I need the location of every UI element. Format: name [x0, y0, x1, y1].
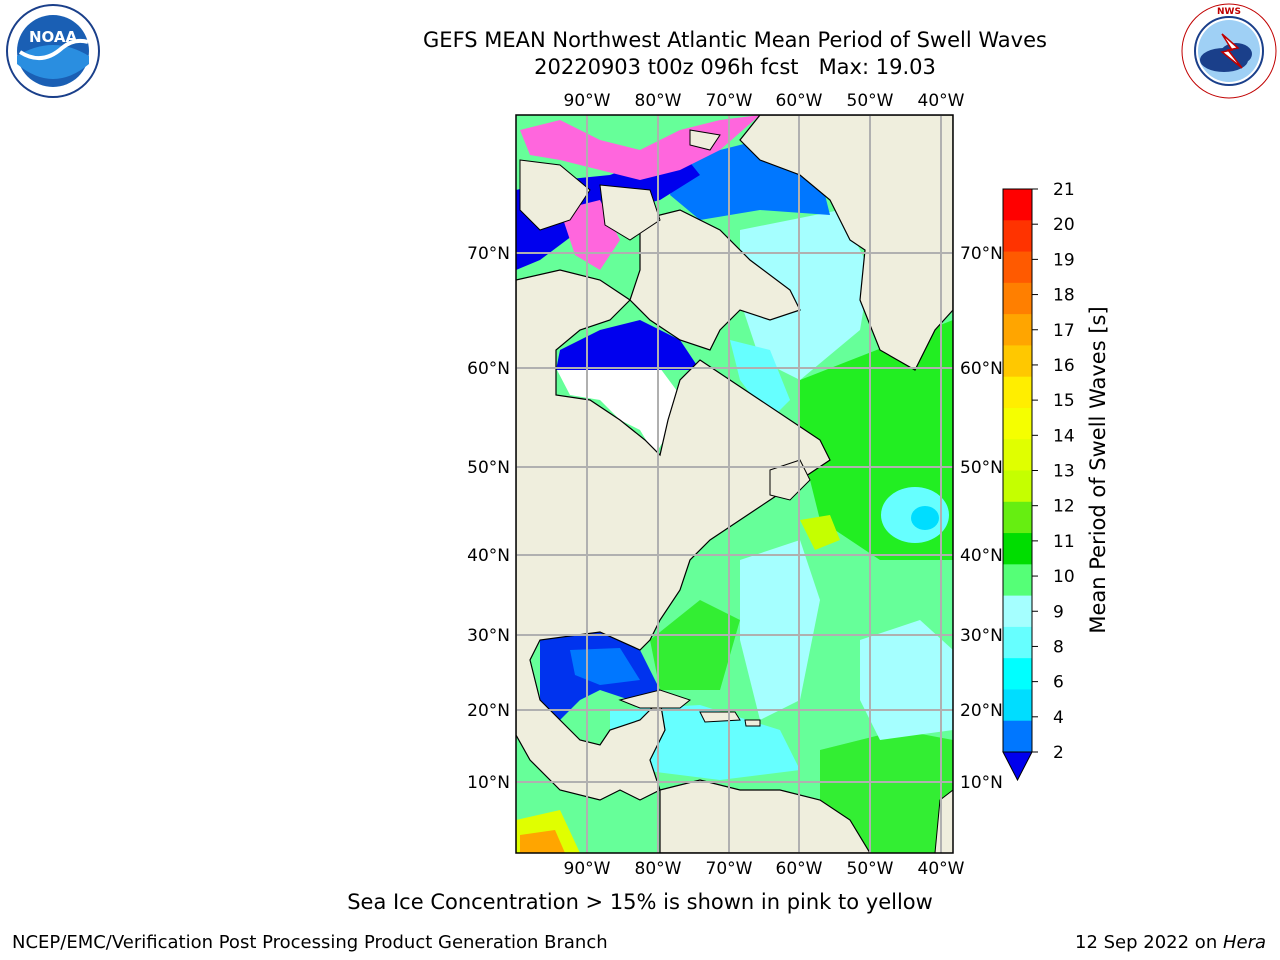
sea-ice-note: Sea Ice Concentration > 15% is shown in … [347, 890, 933, 914]
lon-label-top: 60°W [776, 91, 823, 111]
colorbar-tick-label: 20 [1053, 215, 1075, 235]
lon-label-bottom: 70°W [706, 859, 753, 879]
lat-label-right: 30°N [960, 626, 1003, 646]
ocean-field-blue-low [911, 506, 939, 530]
lon-label-top: 40°W [918, 91, 965, 111]
colorbar-segment [1003, 501, 1032, 534]
chart-title: GEFS MEAN Northwest Atlantic Mean Period… [423, 28, 1047, 52]
lat-label-left: 60°N [467, 359, 510, 379]
colorbar-segment [1003, 345, 1032, 378]
colorbar [1002, 188, 1033, 782]
footer-credit: NCEP/EMC/Verification Post Processing Pr… [12, 932, 608, 953]
colorbar-tick-label: 10 [1053, 567, 1075, 587]
land-north-america [516, 269, 831, 801]
lon-label-bottom: 90°W [564, 859, 611, 879]
colorbar-tick-label: 21 [1053, 180, 1075, 200]
colorbar-segment [1003, 314, 1032, 346]
colorbar-tick-label: 9 [1053, 602, 1064, 622]
lat-label-left: 70°N [467, 244, 510, 264]
ocean-field-cyan-east [860, 620, 953, 740]
colorbar-segment [1003, 689, 1032, 722]
colorbar-label: Mean Period of Swell Waves [s] [1086, 306, 1110, 634]
lon-label-bottom: 80°W [635, 859, 682, 879]
lon-label-top: 80°W [635, 91, 682, 111]
ocean-field-green-west [650, 600, 740, 690]
colorbar-segment [1003, 189, 1032, 221]
colorbar-segment [1003, 282, 1032, 315]
lat-labels-right: 70°N 60°N 50°N 40°N 30°N 20°N 10°N [960, 244, 1003, 793]
land-arctic-islands [519, 129, 721, 241]
lon-label-top: 70°W [706, 91, 753, 111]
colorbar-tick-label: 14 [1053, 426, 1075, 446]
colorbar-segment [1003, 407, 1032, 440]
hudson-bay-north [556, 320, 700, 370]
svg-text:NWS: NWS [1217, 7, 1241, 17]
land-africa [934, 789, 953, 853]
lat-label-right: 70°N [960, 244, 1003, 264]
colorbar-segment [1003, 533, 1032, 565]
colorbar-tick-label: 16 [1053, 356, 1075, 376]
lon-label-bottom: 40°W [918, 859, 965, 879]
colorbar-segment [1003, 720, 1032, 753]
colorbar-tick-label: 8 [1053, 637, 1064, 657]
nws-logo: NWS [1181, 3, 1277, 99]
lon-labels-top: 90°W 80°W 70°W 60°W 50°W 40°W [564, 91, 965, 111]
ocean-field-orange-sw [520, 830, 565, 853]
colorbar-segment [1003, 439, 1032, 471]
lon-label-top: 50°W [847, 91, 894, 111]
colorbar-tick-label: 11 [1053, 532, 1075, 552]
colorbar-tick-label: 6 [1053, 673, 1064, 693]
colorbar-tick-label: 19 [1053, 250, 1075, 270]
svg-text:NOAA: NOAA [29, 28, 78, 46]
lat-label-left: 10°N [467, 773, 510, 793]
colorbar-segment [1003, 626, 1032, 659]
colorbar-segment [1003, 470, 1032, 503]
lat-label-right: 50°N [960, 458, 1003, 478]
land-greenland [739, 115, 953, 371]
colorbar-tick-label: 12 [1053, 497, 1075, 517]
colorbar-tick-label: 13 [1053, 462, 1075, 482]
colorbar-tick-label: 18 [1053, 286, 1075, 306]
footer-date: 12 Sep 2022 on Hera [1075, 932, 1266, 953]
lon-label-top: 90°W [564, 91, 611, 111]
noaa-logo: NOAA [6, 4, 100, 98]
lat-labels-left: 70°N 60°N 50°N 40°N 30°N 20°N 10°N [467, 244, 510, 793]
land-south-america [659, 779, 871, 853]
colorbar-ticks: 21 20 19 18 17 16 15 14 13 12 11 10 9 8 6 4 2 [1032, 180, 1075, 763]
colorbar-tick-label: 4 [1053, 708, 1064, 728]
ocean-field-blue-labrador [730, 340, 790, 420]
colorbar-segment [1003, 376, 1032, 409]
lat-label-right: 20°N [960, 701, 1003, 721]
ocean-field-yellow-gulfstream [800, 515, 840, 550]
lon-label-bottom: 60°W [776, 859, 823, 879]
lat-label-left: 40°N [467, 546, 510, 566]
map-frame [515, 114, 954, 854]
colorbar-segment [1003, 658, 1032, 690]
footer-host: Hera [1222, 932, 1266, 953]
colorbar-segment [1003, 595, 1032, 628]
lat-label-left: 50°N [467, 458, 510, 478]
colorbar-segment [1003, 220, 1032, 253]
colorbar-segment [1003, 251, 1032, 284]
lat-label-right: 40°N [960, 546, 1003, 566]
lon-labels-bottom: 90°W 80°W 70°W 60°W 50°W 40°W [564, 859, 965, 879]
lat-label-left: 30°N [467, 626, 510, 646]
colorbar-segment [1003, 564, 1032, 597]
lat-label-right: 10°N [960, 773, 1003, 793]
lat-label-right: 60°N [960, 359, 1003, 379]
lat-label-left: 20°N [467, 701, 510, 721]
colorbar-tick-label: 2 [1053, 743, 1064, 763]
lon-label-bottom: 50°W [847, 859, 894, 879]
chart-subtitle: 20220903 t00z 096h fcst Max: 19.03 [534, 55, 936, 79]
map-panel [516, 115, 953, 853]
colorbar-extend-arrow [1002, 751, 1033, 782]
graticule [516, 115, 953, 853]
footer-date-text: 12 Sep 2022 on [1075, 932, 1223, 953]
land-cuba [618, 689, 761, 727]
colorbar-tick-label: 17 [1053, 321, 1075, 341]
colorbar-tick-label: 15 [1053, 391, 1075, 411]
ocean-field-green-south [820, 730, 953, 853]
